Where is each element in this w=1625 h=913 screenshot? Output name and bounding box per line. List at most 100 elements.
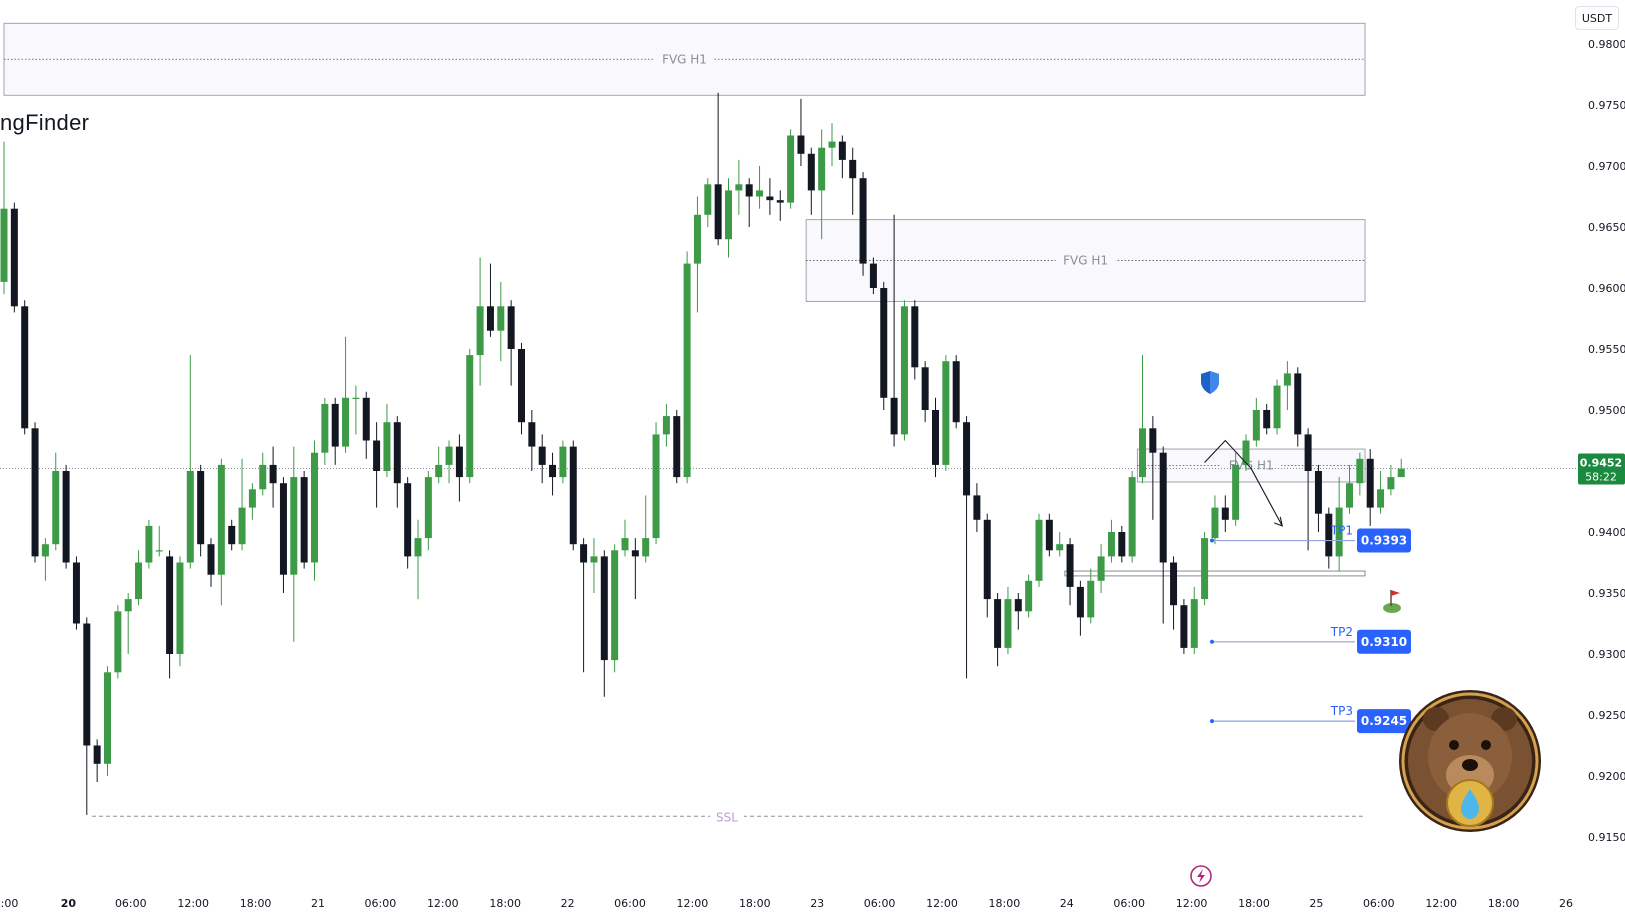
candle-down [31, 428, 39, 557]
candle-up [352, 397, 360, 399]
candle-down [921, 367, 929, 410]
candle-up [497, 306, 505, 331]
candle-up [1232, 464, 1240, 520]
price-tick-label: 0.9250 [1588, 709, 1625, 722]
time-tick-label: 12:00 [926, 897, 958, 910]
candle-down [766, 196, 774, 201]
candle-up [683, 263, 691, 478]
price-tick-label: 0.9650 [1588, 221, 1625, 234]
candle-up [104, 672, 111, 764]
candle-down [994, 599, 1002, 648]
time-tick-label: 12:00 [677, 897, 709, 910]
candle-down [331, 403, 339, 447]
target-price-label: 0.9393 [1361, 534, 1407, 548]
candle-down [72, 562, 80, 624]
time-tick-label: 23 [810, 897, 824, 910]
candle-up [756, 190, 764, 197]
time-tick-label: 12:00 [1176, 897, 1208, 910]
candle-down [549, 464, 557, 478]
price-tick-label: 0.9800 [1588, 38, 1625, 51]
time-tick-label: 06:00 [1113, 897, 1145, 910]
time-tick-label: 18:00 [1238, 897, 1270, 910]
time-tick-label: 06:00 [365, 897, 397, 910]
candle-up [1335, 507, 1343, 557]
target-price-tag[interactable] [1357, 629, 1411, 654]
candle-up [828, 141, 836, 148]
time-tick-label: 21 [311, 897, 325, 910]
target-anchor[interactable] [1210, 719, 1214, 724]
time-tick-label: 18:00 [739, 897, 771, 910]
candle-down [983, 519, 991, 600]
candle-down [1014, 599, 1022, 612]
candle-up [611, 550, 619, 661]
candle-up [1283, 373, 1291, 386]
candle-down [911, 306, 919, 368]
target-name: TP1 [1330, 524, 1353, 538]
candle-down [1221, 507, 1229, 520]
candle-up [735, 184, 743, 191]
candle-down [373, 440, 381, 471]
target-price-tag[interactable] [1357, 709, 1411, 734]
candle-up [424, 477, 432, 539]
candle-up [176, 562, 184, 654]
candle-up [155, 550, 163, 552]
time-axis: 8:00 20 06:00 12:00 18:00 21 06:00 12:00 18:00 22… [0, 897, 1573, 910]
candle-down [880, 288, 888, 398]
candle-up [662, 416, 670, 435]
projection-path[interactable] [1204, 439, 1283, 527]
price-tick-label: 0.9500 [1588, 404, 1625, 417]
current-price-label: 0.9452 [1580, 457, 1622, 470]
candle-down [404, 483, 412, 557]
candle-up [114, 611, 122, 673]
candle-down [600, 556, 608, 661]
candle-down [849, 159, 857, 179]
target-price-label: 0.9245 [1361, 714, 1407, 728]
target-anchor[interactable] [1210, 538, 1214, 543]
candle-down [507, 306, 515, 349]
lightning-icon[interactable] [1190, 865, 1212, 887]
price-tick-label: 0.9700 [1588, 160, 1625, 173]
candle-up [1107, 532, 1115, 557]
candle-down [973, 495, 981, 520]
candle-up [0, 208, 8, 282]
target-anchor[interactable] [1210, 639, 1214, 644]
time-tick-label: 18:00 [989, 897, 1021, 910]
candle-down [714, 184, 722, 240]
candle-up [435, 464, 443, 478]
candle-up [1190, 599, 1198, 648]
candle-up [342, 397, 350, 447]
thin-zone[interactable] [1064, 570, 1366, 577]
time-tick-label: 06:00 [864, 897, 896, 910]
ssl-label: SSL [716, 810, 738, 824]
candle-down [269, 464, 277, 484]
price-tick-label: 0.9550 [1588, 343, 1625, 356]
candle-up [445, 446, 453, 465]
time-tick-label: 20 [61, 897, 77, 910]
candle-up [186, 471, 194, 563]
candle-down [62, 471, 70, 563]
candle-up [1035, 519, 1043, 581]
candle-up [1211, 507, 1219, 539]
candle-down [1045, 519, 1053, 551]
candle-up [1356, 458, 1364, 484]
currency-badge[interactable]: USDT [1575, 6, 1619, 30]
candle-up [135, 562, 143, 600]
candle-up [52, 471, 60, 545]
candle-up [1025, 580, 1033, 612]
candle-down [859, 178, 867, 264]
target-price-tag[interactable] [1357, 528, 1411, 553]
candle-up [414, 538, 422, 557]
candle-up [1242, 440, 1250, 465]
candle-down [890, 397, 898, 435]
candle-down [869, 263, 877, 288]
candle-up [787, 135, 795, 203]
time-tick-label: 12:00 [1425, 897, 1457, 910]
shield-icon[interactable] [1201, 371, 1219, 394]
candle-up [124, 599, 132, 612]
time-tick-label: 06:00 [115, 897, 147, 910]
candle-down [631, 550, 639, 557]
time-tick-label: 18:00 [489, 897, 521, 910]
candle-down [569, 446, 577, 545]
candle-up [1377, 489, 1385, 508]
